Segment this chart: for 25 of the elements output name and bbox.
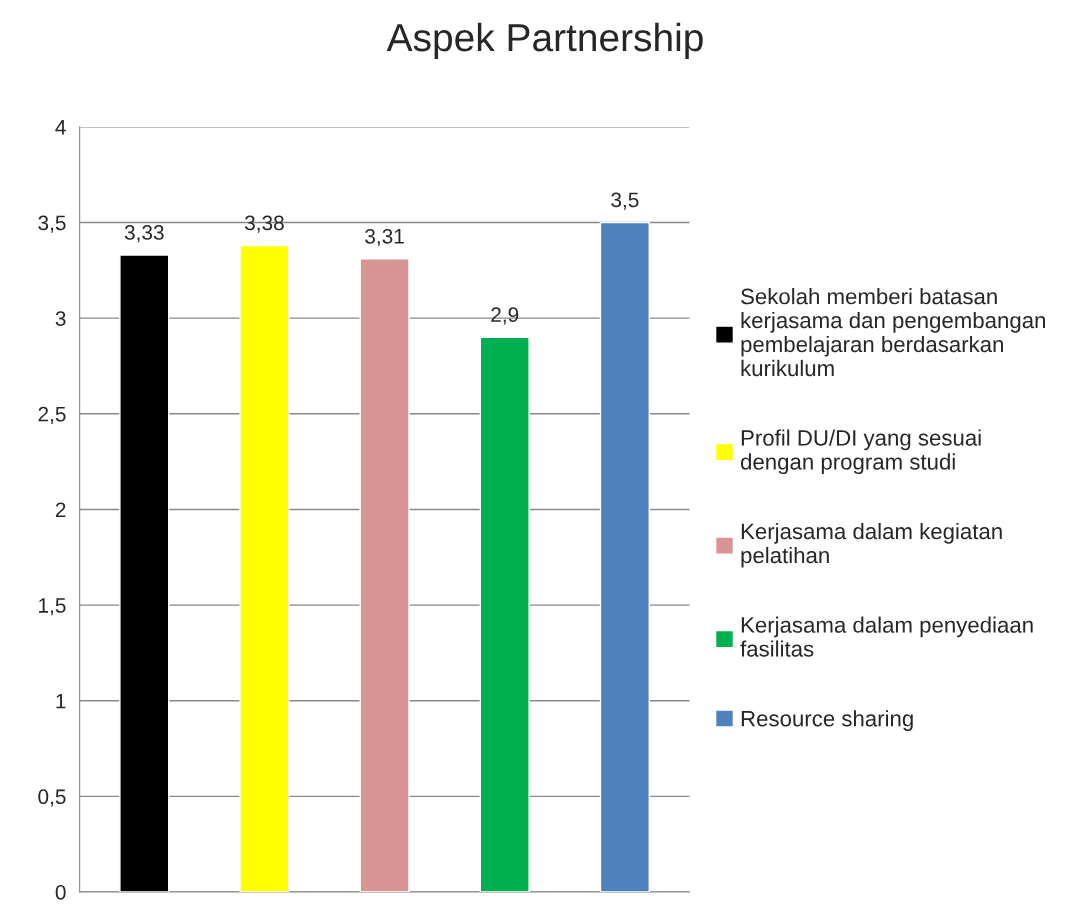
y-tick-label: 1,5 [39,598,66,616]
y-tick-label: 2,5 [38,406,66,425]
chart-title: Aspek Partnership [386,22,703,60]
data-label: 2,9 [491,307,519,325]
bar [239,244,290,892]
data-label: 3,38 [244,215,284,233]
legend-label: Kerjasama dalam kegiatan pelatihan [741,522,1002,568]
y-tick-label: 3,5 [38,215,66,233]
legend-label: Resource sharing [741,710,913,731]
bar [599,221,650,892]
bar [359,258,410,892]
data-label: 3,31 [365,228,404,247]
y-tick-label: 4 [55,120,66,135]
y-tick-label: 1 [56,693,66,709]
y-tick-label: 0,5 [38,789,66,807]
legend-label: Sekolah memberi batasan kerjasama dan pengembangan pembelajaran berdasarkan kurikulum [741,288,1045,377]
y-tick-label: 2 [55,502,66,517]
bar [479,336,530,892]
data-label: 3,33 [124,225,164,243]
y-tick-label: 3 [55,311,66,326]
legend-label: Kerjasama dalam penyediaan fasilitas [740,616,1033,657]
data-label: 3,5 [611,192,639,210]
bar [119,254,170,892]
legend-label: Profil DU/DI yang sesuai dengan program studi [740,429,981,475]
y-tick-label: 0 [55,885,66,900]
